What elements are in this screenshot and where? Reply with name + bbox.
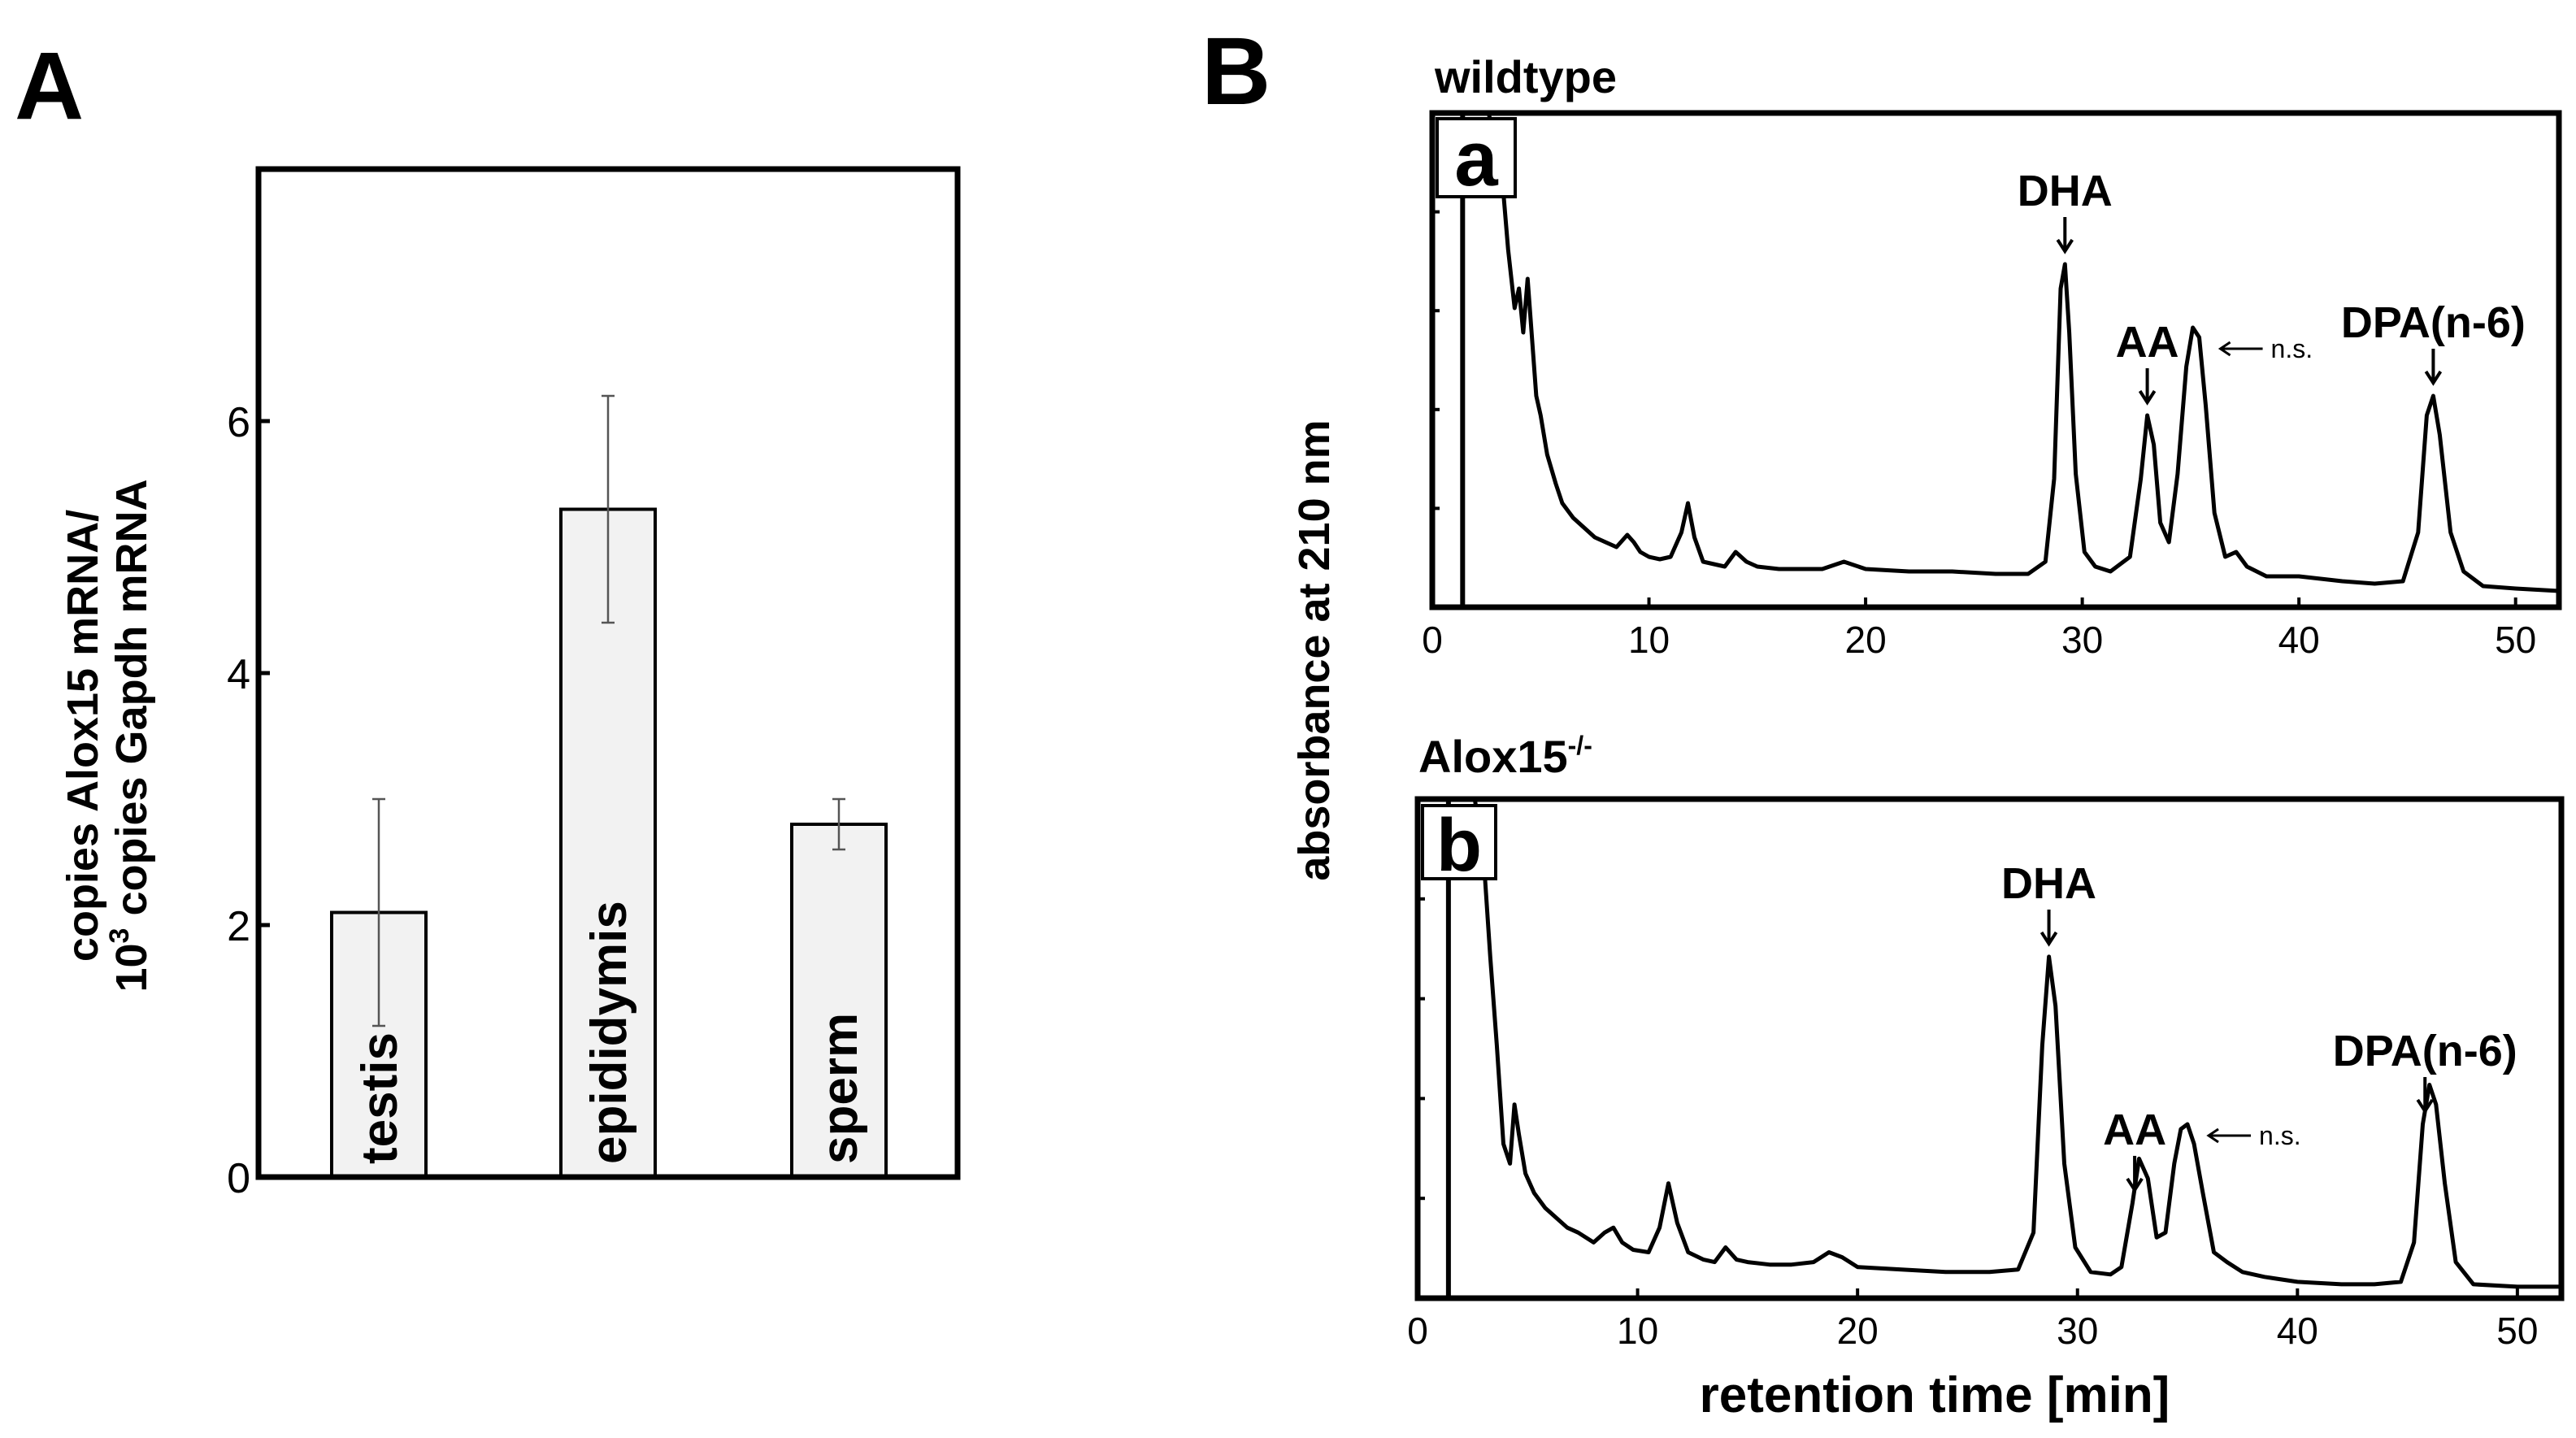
chromatogram-a-frame <box>1429 110 2562 610</box>
chromatogram-b-xticks: 0 10 20 30 40 50 <box>1407 1288 2538 1352</box>
xtick-label-5: 50 <box>2496 1310 2538 1352</box>
chromatogram-b: 0 10 20 30 40 50 DHA AA DPA(n-6) n.s. b <box>1407 796 2565 1352</box>
panel-b-xlabel: retention time [min] <box>1700 1367 2170 1423</box>
panel-b-title-wildtype: wildtype <box>1434 51 1617 102</box>
subpanel-a-letter: a <box>1454 115 1498 202</box>
annotation-dpa-n-6--label: DPA(n-6) <box>2333 1027 2517 1075</box>
chromatogram-a: 0 10 20 30 40 50 DHA AA DPA(n-6) n.s. a <box>1422 110 2562 661</box>
chromatogram-a-trace <box>1439 111 2560 607</box>
xtick-label-1: 10 <box>1617 1310 1658 1352</box>
annotation-aa-arrowhead <box>2138 389 2157 406</box>
annotation-n-s--arrowhead <box>2206 1127 2219 1144</box>
xtick-label-5: 50 <box>2495 619 2536 661</box>
panel-b-label: B <box>1201 18 1271 125</box>
xtick-label-4: 40 <box>2278 619 2320 661</box>
panel-b-title-alox15-base: Alox15 <box>1418 731 1568 782</box>
annotation-aa-label: AA <box>2116 318 2179 367</box>
xtick-label-0: 0 <box>1422 619 1443 661</box>
subpanel-b-box <box>1421 804 1497 880</box>
trace-line <box>1424 797 2561 1289</box>
xtick-label-1: 10 <box>1628 619 1670 661</box>
bar-ytick-label-3: 6 <box>227 399 250 446</box>
chromatogram-b-trace <box>1424 797 2561 1298</box>
xtick-label-0: 0 <box>1407 1310 1428 1352</box>
panel-b-ylabel: absorbance at 210 nm <box>1290 419 1339 880</box>
bar-label-testis: testis <box>352 1032 408 1164</box>
bar-label-epididymis: epididymis <box>581 901 637 1164</box>
panel-a-ylabel-base: 10 <box>107 943 156 992</box>
subpanel-b-letter: b <box>1436 804 1482 887</box>
bar-category-labels: testis epididymis sperm <box>352 901 868 1164</box>
annotation-dha-label: DHA <box>2018 167 2113 215</box>
annotation-dpa-n-6--arrowhead <box>2416 1098 2434 1114</box>
xtick-label-4: 40 <box>2277 1310 2318 1352</box>
annotation-dha-label: DHA <box>2001 859 2096 908</box>
xtick-label-3: 30 <box>2057 1310 2098 1352</box>
bar-ytick-label-1: 2 <box>227 903 250 950</box>
panel-a-ylabel-line2: 103 copies Gapdh mRNA <box>104 479 156 992</box>
panel-a-ylabel: copies Alox15 mRNA/ 103 copies Gapdh mRN… <box>59 479 156 992</box>
chromatogram-b-yticks <box>1418 797 1425 1201</box>
annotation-aa-label: AA <box>2103 1106 2166 1154</box>
annotation-n-s--arrowhead <box>2218 341 2231 357</box>
annotation-dpa-n-6--arrowhead <box>2424 370 2443 386</box>
annotation-aa-arrowhead <box>2126 1177 2144 1193</box>
panel-a-ylabel-line1: copies Alox15 mRNA/ <box>59 510 107 962</box>
bar-y-ticks: 0 2 4 6 <box>227 399 270 1202</box>
chromatogram-a-xticks: 0 10 20 30 40 50 <box>1422 597 2536 661</box>
bar-error-bars <box>372 394 845 1027</box>
panel-a-ylabel-sup: 3 <box>104 928 135 944</box>
bar-label-sperm: sperm <box>812 1013 868 1164</box>
annotation-dha-arrowhead <box>2040 931 2058 947</box>
panel-b-title-alox15: Alox15-/- <box>1418 731 1592 782</box>
panel-a-label: A <box>15 33 84 140</box>
annotation-n-s--label: n.s. <box>2259 1121 2301 1150</box>
chromatogram-b-annotations: DHA AA DPA(n-6) n.s. <box>2001 859 2517 1193</box>
bar-ytick-label-0: 0 <box>227 1155 250 1202</box>
chromatogram-b-frame <box>1414 796 2565 1301</box>
subpanel-a-box <box>1436 117 1517 198</box>
xtick-label-3: 30 <box>2061 619 2103 661</box>
annotation-n-s--label: n.s. <box>2271 334 2313 363</box>
bar-ytick-label-2: 4 <box>227 651 250 698</box>
panel-b-title-alox15-sup: -/- <box>1568 731 1592 760</box>
annotation-dha-arrowhead <box>2056 238 2074 254</box>
chromatogram-a-yticks <box>1432 111 1440 510</box>
trace-line <box>1439 111 2560 593</box>
chromatogram-a-annotations: DHA AA DPA(n-6) n.s. <box>2018 167 2526 406</box>
panel-a-ylabel-rest: copies Gapdh mRNA <box>107 479 156 928</box>
xtick-label-2: 20 <box>1837 1310 1879 1352</box>
bar-plot-frame <box>255 166 961 1180</box>
xtick-label-2: 20 <box>1844 619 1886 661</box>
annotation-dpa-n-6--label: DPA(n-6) <box>2341 298 2526 347</box>
